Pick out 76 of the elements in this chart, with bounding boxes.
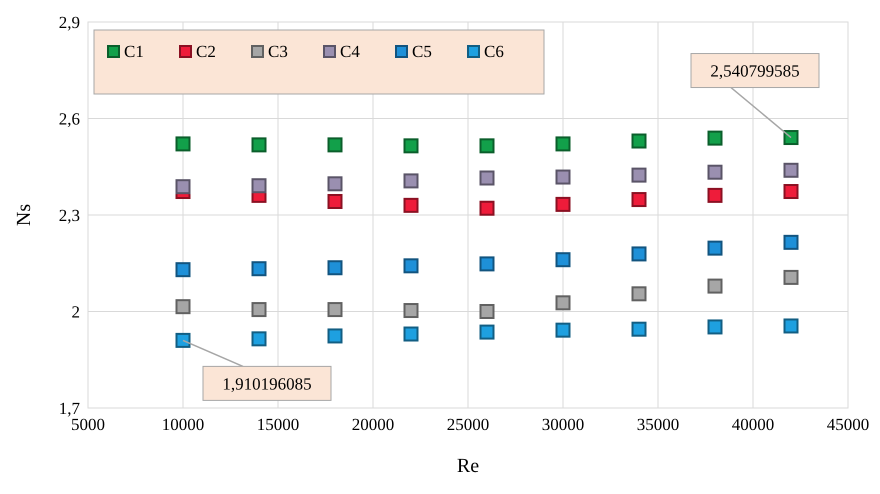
- y-axis-title: Ns: [13, 204, 35, 226]
- point: [480, 138, 494, 154]
- point: [784, 270, 798, 285]
- point: [708, 319, 722, 334]
- point: [176, 299, 190, 314]
- x-tick-label: 35000: [636, 415, 680, 434]
- point: [784, 184, 798, 200]
- point: [556, 196, 570, 212]
- legend-label: C6: [484, 42, 504, 61]
- annotation: 2,540799585: [710, 62, 800, 81]
- point: [708, 188, 722, 203]
- point: [784, 318, 798, 334]
- legend-label: C5: [412, 42, 432, 61]
- x-tick-label: 45000: [826, 415, 870, 434]
- point: [252, 331, 266, 346]
- point: [252, 261, 266, 276]
- legend-label: C1: [124, 42, 144, 61]
- x-tick-label: 15000: [256, 415, 300, 434]
- y-tick-label: 2: [72, 302, 80, 322]
- x-tick-label: 5000: [71, 415, 105, 434]
- point: [784, 234, 798, 250]
- point: [328, 328, 342, 344]
- point: [708, 130, 722, 146]
- point: [632, 168, 646, 183]
- point: [328, 137, 342, 152]
- x-tick-label: 25000: [446, 415, 490, 434]
- point: [328, 302, 342, 318]
- y-tick-label: 2,3: [58, 206, 80, 225]
- point: [708, 278, 722, 294]
- x-tick-label: 10000: [162, 415, 204, 434]
- y-tick-label: 1,7: [58, 399, 80, 418]
- x-tick-label: 20000: [352, 415, 394, 434]
- legend-label: C3: [268, 42, 288, 61]
- point: [632, 322, 646, 337]
- annotation: 1,910196085: [222, 374, 312, 394]
- point: [784, 162, 798, 178]
- point: [632, 192, 646, 208]
- x-tick-label: 30000: [542, 415, 584, 434]
- point: [632, 286, 646, 302]
- point: [404, 173, 418, 188]
- point: [404, 326, 418, 342]
- point: [480, 256, 494, 272]
- y-tick-label: 2,9: [58, 13, 80, 32]
- point: [404, 198, 418, 213]
- point: [556, 322, 570, 338]
- point: [404, 303, 418, 318]
- legend-label: C4: [340, 42, 360, 61]
- point: [252, 137, 266, 152]
- point: [556, 252, 570, 268]
- point: [480, 304, 494, 319]
- point: [556, 170, 570, 185]
- y-tick-label: 2,6: [58, 110, 80, 128]
- point: [632, 134, 646, 149]
- point: [328, 260, 342, 276]
- point: [176, 179, 190, 194]
- point: [480, 170, 494, 186]
- x-tick-label: 40000: [732, 415, 774, 434]
- point: [328, 194, 342, 209]
- point: [556, 136, 570, 152]
- x-axis-title: Re: [456, 455, 480, 477]
- point: [708, 164, 722, 180]
- point: [328, 176, 342, 192]
- legend-label: C2: [196, 42, 216, 61]
- point: [176, 136, 190, 152]
- point: [252, 302, 266, 318]
- point: [480, 200, 494, 216]
- point: [404, 258, 418, 274]
- point: [480, 324, 494, 340]
- point: [176, 332, 190, 348]
- point: [176, 262, 190, 278]
- point: [556, 295, 570, 310]
- point: [404, 138, 418, 154]
- point: [784, 130, 798, 146]
- point: [252, 178, 266, 194]
- point: [708, 240, 722, 256]
- point: [632, 246, 646, 262]
